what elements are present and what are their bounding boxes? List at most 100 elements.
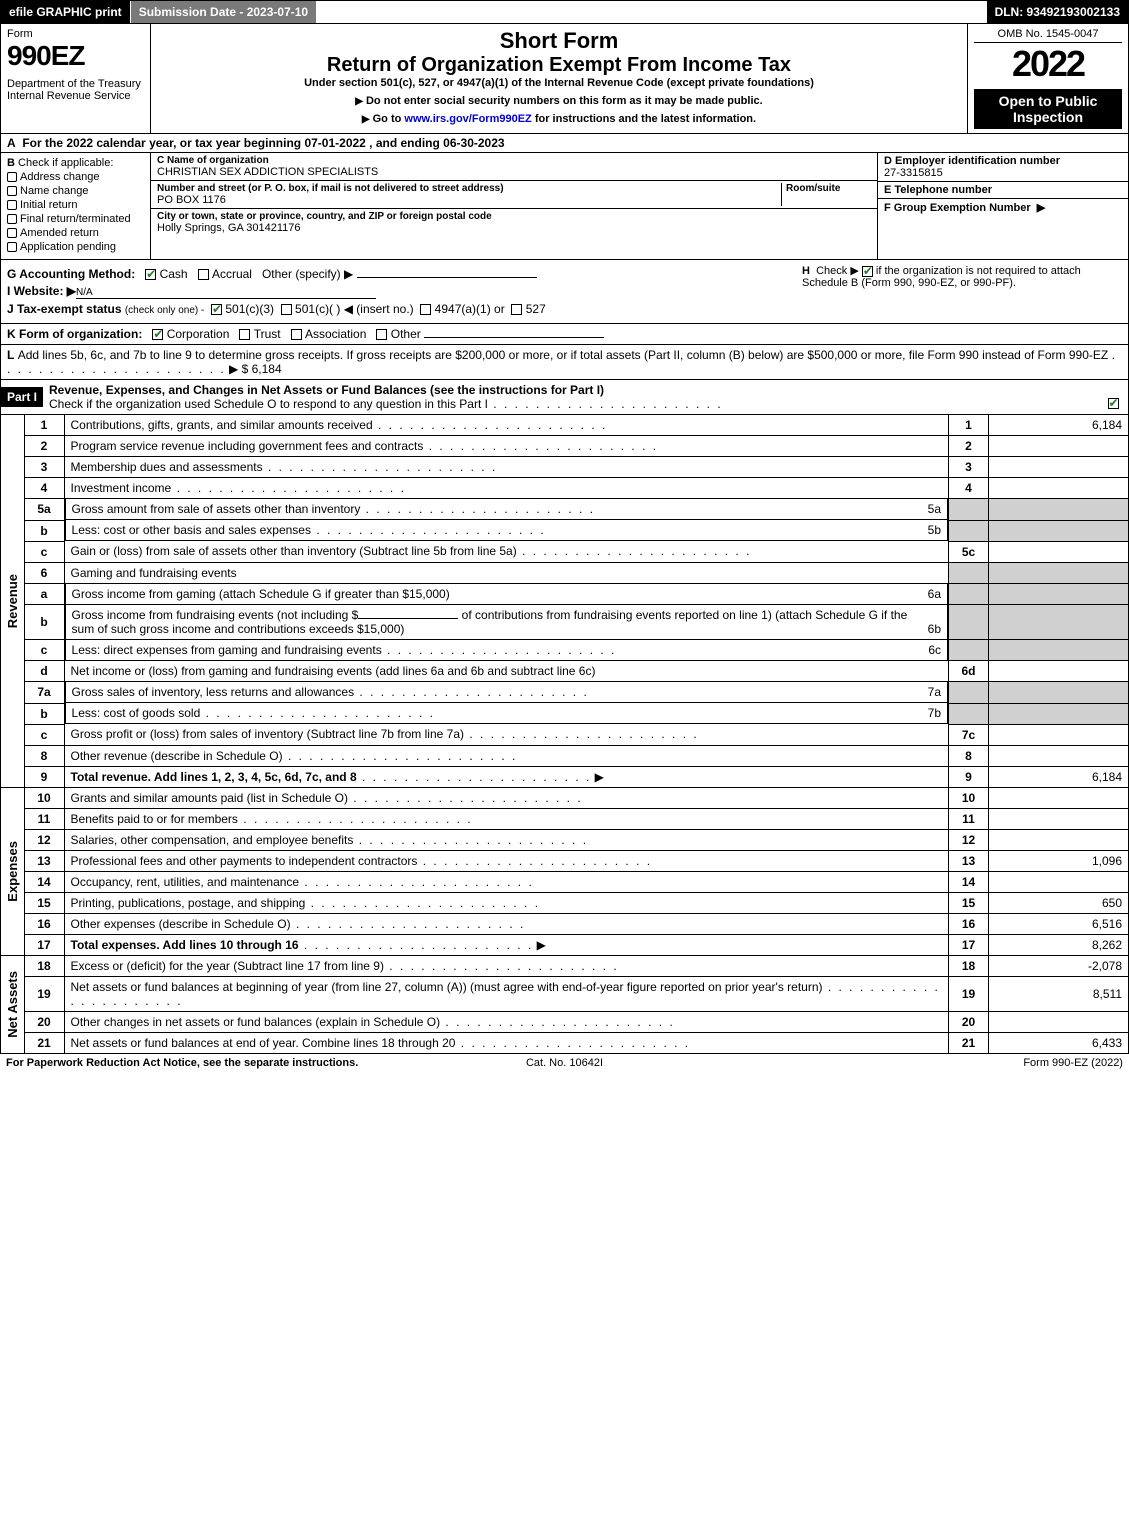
submission-date: Submission Date - 2023-07-10 (131, 1, 316, 23)
goto-note: Go to www.irs.gov/Form990EZ for instruct… (157, 113, 961, 125)
line-8: 8Other revenue (describe in Schedule O)8 (24, 745, 1128, 766)
line-5c: cGain or (loss) from sale of assets othe… (24, 541, 1128, 562)
line-6: 6Gaming and fundraising events (24, 562, 1128, 583)
phone-label: E Telephone number (884, 184, 1122, 196)
line-6c: cLess: direct expenses from gaming and f… (24, 640, 1128, 661)
row-a-tax-year: A For the 2022 calendar year, or tax yea… (0, 134, 1129, 153)
line-7a: 7aGross sales of inventory, less returns… (24, 682, 1128, 704)
line-15: 15Printing, publications, postage, and s… (24, 892, 1128, 913)
group-exemption-label: F Group Exemption Number ▶ (884, 201, 1122, 214)
chk-initial-return[interactable]: Initial return (7, 199, 144, 211)
street-label: Number and street (or P. O. box, if mail… (157, 183, 781, 194)
line-7b: bLess: cost of goods sold7b (24, 703, 1128, 724)
revenue-table: 1Contributions, gifts, grants, and simil… (24, 415, 1129, 788)
revenue-side-label: Revenue (0, 415, 24, 788)
column-c: C Name of organization CHRISTIAN SEX ADD… (151, 153, 878, 259)
header-right: OMB No. 1545-0047 2022 Open to Public In… (968, 24, 1128, 133)
tax-year: 2022 (974, 43, 1122, 85)
dln-label: DLN: 93492193002133 (987, 1, 1128, 23)
line-4: 4Investment income4 (24, 478, 1128, 499)
chk-trust[interactable] (239, 329, 250, 340)
irs-label: Internal Revenue Service (7, 90, 144, 102)
line-6b: bGross income from fundraising events (n… (24, 605, 1128, 640)
org-name: CHRISTIAN SEX ADDICTION SPECIALISTS (157, 166, 871, 178)
chk-association[interactable] (291, 329, 302, 340)
chk-amended-return[interactable]: Amended return (7, 227, 144, 239)
line-5a: 5aGross amount from sale of assets other… (24, 499, 1128, 521)
form-header: Form 990EZ Department of the Treasury In… (0, 24, 1129, 134)
org-name-label: C Name of organization (157, 155, 871, 166)
line-6d: dNet income or (loss) from gaming and fu… (24, 661, 1128, 682)
part1-header: Part I Revenue, Expenses, and Changes in… (0, 380, 1129, 415)
short-form-title: Short Form (157, 28, 961, 54)
line-11: 11Benefits paid to or for members11 (24, 808, 1128, 829)
row-k: K Form of organization: Corporation Trus… (0, 324, 1129, 345)
chk-cash[interactable] (145, 269, 156, 280)
room-label: Room/suite (786, 183, 871, 194)
city-label: City or town, state or province, country… (157, 211, 871, 222)
row-j: J Tax-exempt status (check only one) - 5… (7, 302, 1122, 316)
footer-right: Form 990-EZ (2022) (751, 1057, 1123, 1069)
chk-corporation[interactable] (152, 329, 163, 340)
chk-527[interactable] (511, 304, 522, 315)
line-18: 18Excess or (deficit) for the year (Subt… (24, 956, 1128, 977)
section-ghij: H Check ▶ if the organization is not req… (0, 260, 1129, 324)
net-assets-table: 18Excess or (deficit) for the year (Subt… (24, 956, 1129, 1054)
spacer (316, 1, 986, 23)
line-21: 21Net assets or fund balances at end of … (24, 1032, 1128, 1053)
row-l: L Add lines 5b, 6c, and 7b to line 9 to … (0, 345, 1129, 380)
open-inspection: Open to Public Inspection (974, 89, 1122, 129)
line-10: 10Grants and similar amounts paid (list … (24, 788, 1128, 809)
expenses-side-label: Expenses (0, 788, 24, 956)
chk-schedule-b-not-required[interactable] (862, 266, 873, 277)
header-center: Short Form Return of Organization Exempt… (151, 24, 968, 133)
top-bar: efile GRAPHIC print Submission Date - 20… (0, 0, 1129, 24)
part1-label: Part I (1, 387, 43, 407)
line-13: 13Professional fees and other payments t… (24, 850, 1128, 871)
line-19: 19Net assets or fund balances at beginni… (24, 976, 1128, 1011)
line-17: 17Total expenses. Add lines 10 through 1… (24, 934, 1128, 955)
line-6a: aGross income from gaming (attach Schedu… (24, 583, 1128, 605)
footer-center: Cat. No. 10642I (378, 1057, 750, 1069)
line-7c: cGross profit or (loss) from sales of in… (24, 724, 1128, 745)
footer-left: For Paperwork Reduction Act Notice, see … (6, 1057, 378, 1069)
column-b: B Check if applicable: Address change Na… (1, 153, 151, 259)
chk-address-change[interactable]: Address change (7, 171, 144, 183)
efile-print-button[interactable]: efile GRAPHIC print (1, 1, 131, 23)
ssn-note: Do not enter social security numbers on … (157, 95, 961, 107)
chk-other[interactable] (376, 329, 387, 340)
chk-accrual[interactable] (198, 269, 209, 280)
form-title: Return of Organization Exempt From Incom… (157, 54, 961, 77)
line-3: 3Membership dues and assessments3 (24, 457, 1128, 478)
line-1: 1Contributions, gifts, grants, and simil… (24, 415, 1128, 436)
part1-title: Revenue, Expenses, and Changes in Net As… (49, 383, 604, 397)
row-h: H Check ▶ if the organization is not req… (802, 264, 1122, 289)
street-value: PO BOX 1176 (157, 194, 781, 206)
section-bcdef: B Check if applicable: Address change Na… (0, 153, 1129, 260)
dept-label: Department of the Treasury (7, 78, 144, 90)
omb-number: OMB No. 1545-0047 (974, 28, 1122, 43)
column-def: D Employer identification number 27-3315… (878, 153, 1128, 259)
chk-application-pending[interactable]: Application pending (7, 241, 144, 253)
line-12: 12Salaries, other compensation, and empl… (24, 829, 1128, 850)
header-left: Form 990EZ Department of the Treasury In… (1, 24, 151, 133)
city-value: Holly Springs, GA 301421176 (157, 222, 871, 234)
chk-501c[interactable] (281, 304, 292, 315)
website-value: N/A (76, 287, 93, 298)
form-subtitle: Under section 501(c), 527, or 4947(a)(1)… (157, 77, 961, 89)
chk-501c3[interactable] (211, 304, 222, 315)
line-14: 14Occupancy, rent, utilities, and mainte… (24, 871, 1128, 892)
chk-name-change[interactable]: Name change (7, 185, 144, 197)
part1-check-text: Check if the organization used Schedule … (49, 397, 488, 411)
chk-final-return[interactable]: Final return/terminated (7, 213, 144, 225)
line-20: 20Other changes in net assets or fund ba… (24, 1011, 1128, 1032)
form-number: 990EZ (7, 40, 144, 72)
chk-schedule-o-used[interactable] (1108, 398, 1119, 409)
line-5b: bLess: cost or other basis and sales exp… (24, 520, 1128, 541)
irs-link[interactable]: www.irs.gov/Form990EZ (404, 113, 531, 125)
line-9: 9Total revenue. Add lines 1, 2, 3, 4, 5c… (24, 766, 1128, 787)
expenses-table: 10Grants and similar amounts paid (list … (24, 788, 1129, 956)
net-assets-side-label: Net Assets (0, 956, 24, 1054)
chk-4947[interactable] (420, 304, 431, 315)
ein-value: 27-3315815 (884, 167, 1122, 179)
